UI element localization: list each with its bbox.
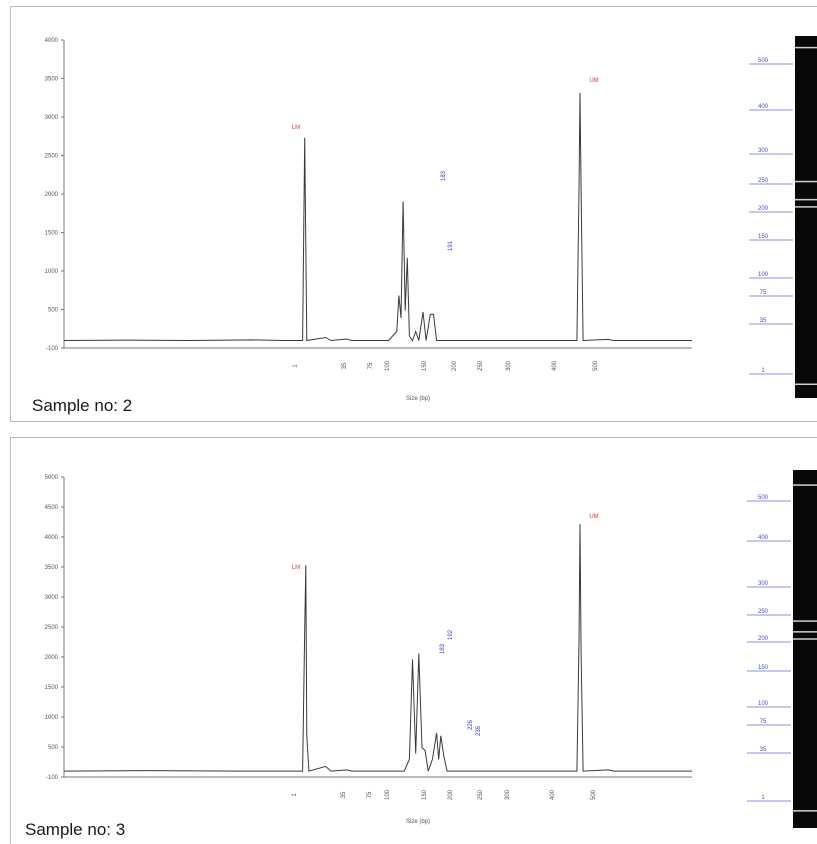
y-tick-label: 2000: [45, 655, 59, 661]
y-tick-label: 4000: [45, 535, 59, 541]
y-tick-label: 2000: [45, 192, 59, 198]
gel-band: [793, 810, 817, 812]
gel-band: [795, 383, 817, 386]
sample-peak-label: 191: [448, 240, 454, 251]
gel-band: [793, 620, 817, 622]
x-tick-label: 250: [478, 360, 484, 371]
y-tick-label: 4000: [45, 38, 59, 44]
ladder-size-label: 500: [758, 495, 769, 501]
y-tick-label: 1500: [45, 231, 59, 237]
x-tick-label: 150: [422, 360, 428, 371]
x-tick-label: 200: [452, 360, 458, 371]
electropherogram-trace: [63, 524, 692, 772]
electropherogram-chart: 500045004000350030002500200015001000500-…: [45, 470, 817, 828]
electropherogram-trace: [63, 92, 692, 342]
y-tick-label: 4500: [45, 505, 59, 511]
x-tick-label: 400: [550, 789, 556, 800]
ladder-size-label: 150: [758, 665, 769, 671]
ladder-size-label: 75: [760, 719, 767, 725]
marker-peak-label: UM: [589, 78, 598, 84]
y-tick-label: 1000: [45, 715, 59, 721]
y-tick-label: 3500: [45, 565, 59, 571]
x-tick-label: 300: [505, 789, 511, 800]
x-tick-label: 200: [448, 789, 454, 800]
x-tick-label: 75: [368, 362, 374, 369]
y-tick-label: 2500: [45, 154, 59, 160]
electropherogram-panel-sample-3: 5000 4500 4000 3500 3000 2500 2000 1500 1000 500-…: [0, 437, 817, 844]
ladder-size-label: 400: [758, 104, 769, 110]
y-tick-label: -100: [46, 775, 59, 781]
x-tick-label: 1: [293, 364, 299, 368]
x-axis-label: Size (bp): [406, 396, 430, 402]
sample-label: Sample no: 3: [25, 820, 126, 839]
ladder-size-label: 250: [758, 609, 769, 615]
x-tick-label: 150: [422, 789, 428, 800]
panel-frame: [10, 437, 817, 844]
panel-frame: [10, 6, 817, 422]
ladder-size-label: 300: [758, 148, 769, 154]
marker-peak-label: LM: [292, 125, 300, 131]
sample-peak-label: 226: [468, 719, 474, 730]
gel-band: [793, 631, 817, 633]
gel-band: [793, 638, 817, 640]
y-tick-label: 2500: [45, 625, 59, 631]
ladder-size-label: 200: [758, 206, 769, 212]
x-tick-label: 35: [342, 362, 348, 369]
ladder-size-label: 1: [761, 368, 765, 374]
x-tick-label: 1: [292, 793, 298, 797]
y-tick-label: 1500: [45, 685, 59, 691]
ladder-size-label: 300: [758, 581, 769, 587]
ladder-size-label: 1: [761, 795, 765, 801]
x-tick-label: 100: [385, 789, 391, 800]
gel-band: [793, 484, 817, 486]
ladder-size-label: 250: [758, 178, 769, 184]
y-tick-label: 3000: [45, 115, 59, 121]
x-tick-label: 35: [341, 791, 347, 798]
x-tick-label: 100: [385, 360, 391, 371]
ladder-size-label: 75: [760, 290, 767, 296]
ladder-size-label: 200: [758, 636, 769, 642]
sample-label: Sample no: 2: [32, 396, 133, 415]
ladder-size-label: 35: [760, 747, 767, 753]
electropherogram-panel-sample-2: 4000 3500 3000 2500 2000 1500 1000 500 -100 1 35 75…: [0, 6, 817, 424]
x-tick-label: 75: [367, 791, 373, 798]
gel-band: [795, 180, 817, 183]
ladder-size-label: 400: [758, 535, 769, 541]
gel-lane-image: [795, 36, 817, 398]
marker-peak-label: LM: [292, 565, 300, 571]
ladder-size-label: 100: [758, 701, 769, 707]
ladder-size-label: 150: [758, 234, 769, 240]
y-tick-label: -100: [46, 346, 59, 352]
gel-lane-image: [793, 470, 817, 828]
x-tick-label: 500: [591, 789, 597, 800]
gel-band: [795, 198, 817, 201]
marker-peak-label: UM: [589, 514, 598, 520]
x-tick-label: 250: [478, 789, 484, 800]
sample-peak-label: 183: [440, 643, 446, 654]
x-tick-label: 300: [506, 360, 512, 371]
x-tick-label: 400: [552, 360, 558, 371]
sample-peak-label: 235: [476, 725, 482, 736]
ladder-size-label: 100: [758, 272, 769, 278]
y-tick-label: 3500: [45, 77, 59, 83]
sample-peak-label: 183: [441, 170, 447, 181]
ladder-size-label: 500: [758, 58, 769, 64]
ladder-size-label: 35: [760, 318, 767, 324]
y-tick-label: 500: [48, 745, 59, 751]
x-axis-label: Size (bp): [406, 819, 430, 825]
x-tick-label: 500: [593, 360, 599, 371]
gel-band: [795, 46, 817, 49]
y-tick-label: 1000: [45, 269, 59, 275]
sample-peak-label: 192: [448, 629, 454, 640]
y-tick-label: 3000: [45, 595, 59, 601]
y-tick-label: 5000: [45, 475, 59, 481]
y-tick-label: 500: [48, 308, 59, 314]
gel-band: [795, 206, 817, 208]
